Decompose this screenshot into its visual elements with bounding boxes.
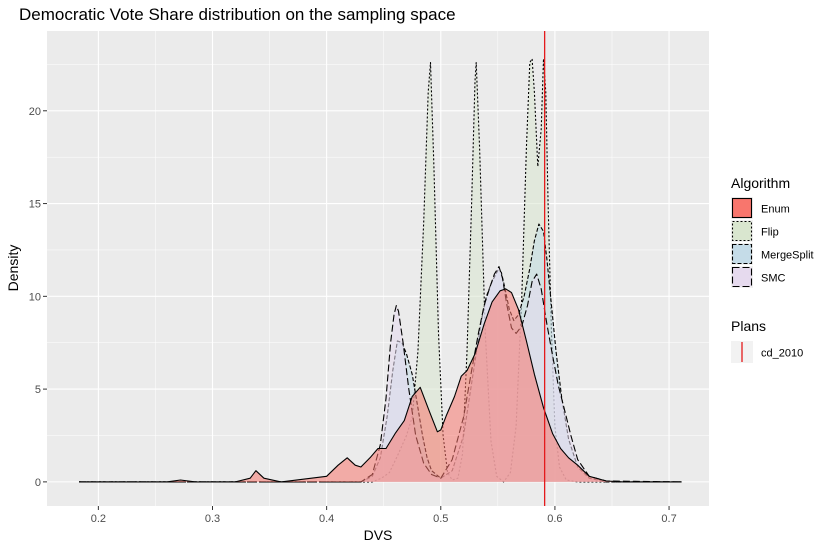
legend-item-cd-2010: cd_2010	[731, 341, 803, 363]
legend-item-mergesplit: MergeSplit	[731, 243, 814, 265]
legend-label: cd_2010	[761, 348, 803, 360]
y-tick-label: 10	[29, 291, 41, 303]
plot-panel	[47, 31, 709, 506]
x-tick-label: 0.7	[661, 513, 676, 525]
y-axis-title: Density	[5, 245, 21, 292]
density-line-mergesplit	[79, 223, 682, 483]
legend-item-smc: SMC	[731, 266, 786, 288]
x-tick-label: 0.5	[433, 513, 448, 525]
y-tick-label: 0	[35, 477, 41, 489]
legend-label: MergeSplit	[761, 250, 814, 262]
legend-swatch	[731, 220, 753, 242]
x-tick-label: 0.6	[547, 513, 562, 525]
legend-title-plans: Plans	[731, 318, 766, 334]
legend-swatch	[731, 197, 753, 219]
legend-label: Enum	[761, 204, 790, 216]
legend-label: Flip	[761, 227, 779, 239]
density-line-enum	[79, 288, 682, 483]
legend: Algorithm Enum Flip MergeSplit SMC Plans cd…	[731, 175, 814, 363]
y-axis: 0 5 10 15 20	[29, 106, 47, 489]
y-tick-label: 5	[35, 384, 41, 396]
legend-title-algorithm: Algorithm	[731, 175, 790, 191]
legend-label: SMC	[761, 273, 786, 285]
x-tick-label: 0.2	[91, 513, 106, 525]
density-area-enum	[79, 288, 682, 482]
x-tick-label: 0.4	[319, 513, 334, 525]
legend-item-flip: Flip	[731, 220, 779, 242]
x-axis-title: DVS	[364, 527, 393, 543]
x-tick-label: 0.3	[205, 513, 220, 525]
legend-swatch	[731, 243, 753, 265]
chart-title: Democratic Vote Share distribution on th…	[19, 5, 456, 24]
y-tick-label: 20	[29, 106, 41, 118]
y-tick-label: 15	[29, 199, 41, 211]
legend-swatch	[731, 266, 753, 288]
density-line-smc	[79, 266, 682, 483]
x-axis: 0.2 0.3 0.4 0.5 0.6 0.7	[91, 506, 677, 525]
legend-item-enum: Enum	[731, 197, 790, 219]
density-series	[79, 58, 682, 483]
